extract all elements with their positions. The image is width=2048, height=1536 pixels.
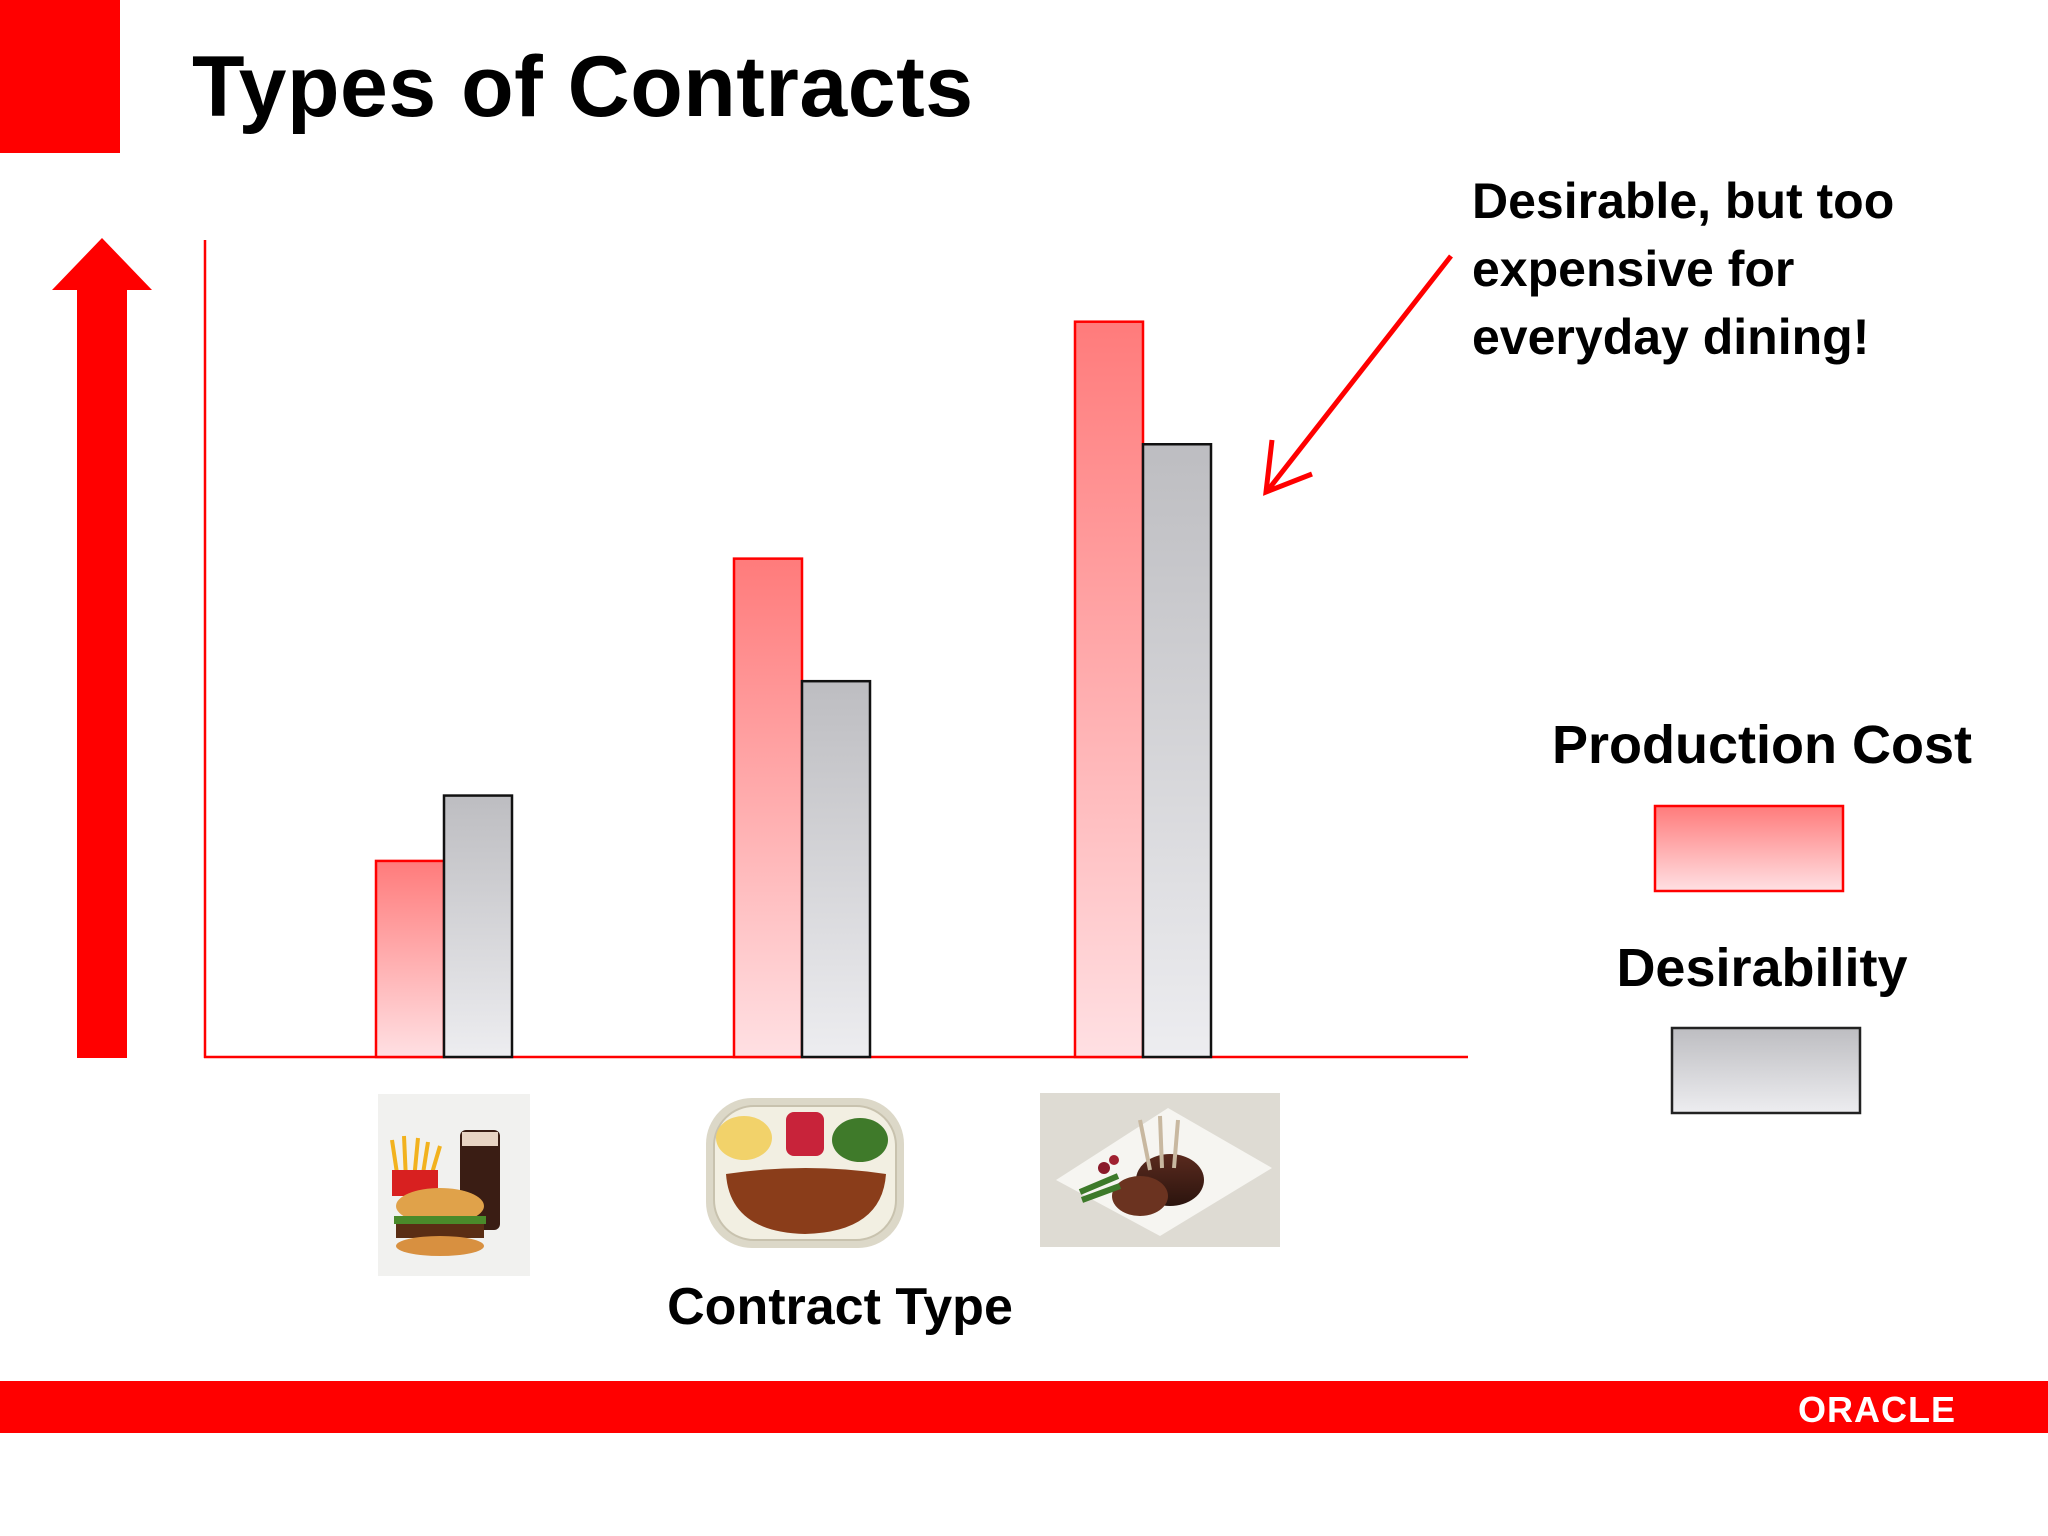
annotation-arrow-icon bbox=[1263, 254, 1453, 496]
annotation-line-1: Desirable, but too bbox=[1472, 173, 1894, 229]
slide-title: Types of Contracts bbox=[192, 39, 974, 135]
bar-production-cost-2 bbox=[732, 557, 804, 1059]
oracle-logo: ORACLE bbox=[1798, 1389, 1956, 1430]
bar-production-cost-1 bbox=[374, 859, 446, 1059]
legend-label-production-cost: Production Cost bbox=[1552, 715, 1972, 775]
bar-production-cost-3 bbox=[1073, 320, 1145, 1059]
category-image-fast-food bbox=[378, 1094, 530, 1276]
footer-bar: ORACLE bbox=[0, 1381, 2048, 1433]
legend-swatch-production-cost bbox=[1653, 804, 1845, 893]
category-image-fine-dining bbox=[1040, 1093, 1280, 1247]
bar-chart: Contract Type Desirable, but too expensi… bbox=[52, 173, 1972, 1336]
annotation-line-3: everyday dining! bbox=[1472, 309, 1869, 365]
up-arrow-icon bbox=[52, 238, 152, 1058]
bar-desirability-3 bbox=[1141, 443, 1213, 1059]
category-image-tv-dinner bbox=[700, 1094, 910, 1254]
legend-label-desirability: Desirability bbox=[1616, 938, 1907, 998]
bar-desirability-2 bbox=[800, 679, 872, 1059]
bar-desirability-1 bbox=[442, 794, 514, 1059]
legend: Production Cost Desirability bbox=[1552, 715, 1972, 1115]
x-axis-label: Contract Type bbox=[667, 1278, 1013, 1336]
annotation-line-2: expensive for bbox=[1472, 241, 1794, 297]
annotation: Desirable, but too expensive for everyda… bbox=[1263, 173, 1894, 496]
legend-swatch-desirability bbox=[1670, 1026, 1862, 1115]
red-corner-block bbox=[0, 0, 120, 153]
